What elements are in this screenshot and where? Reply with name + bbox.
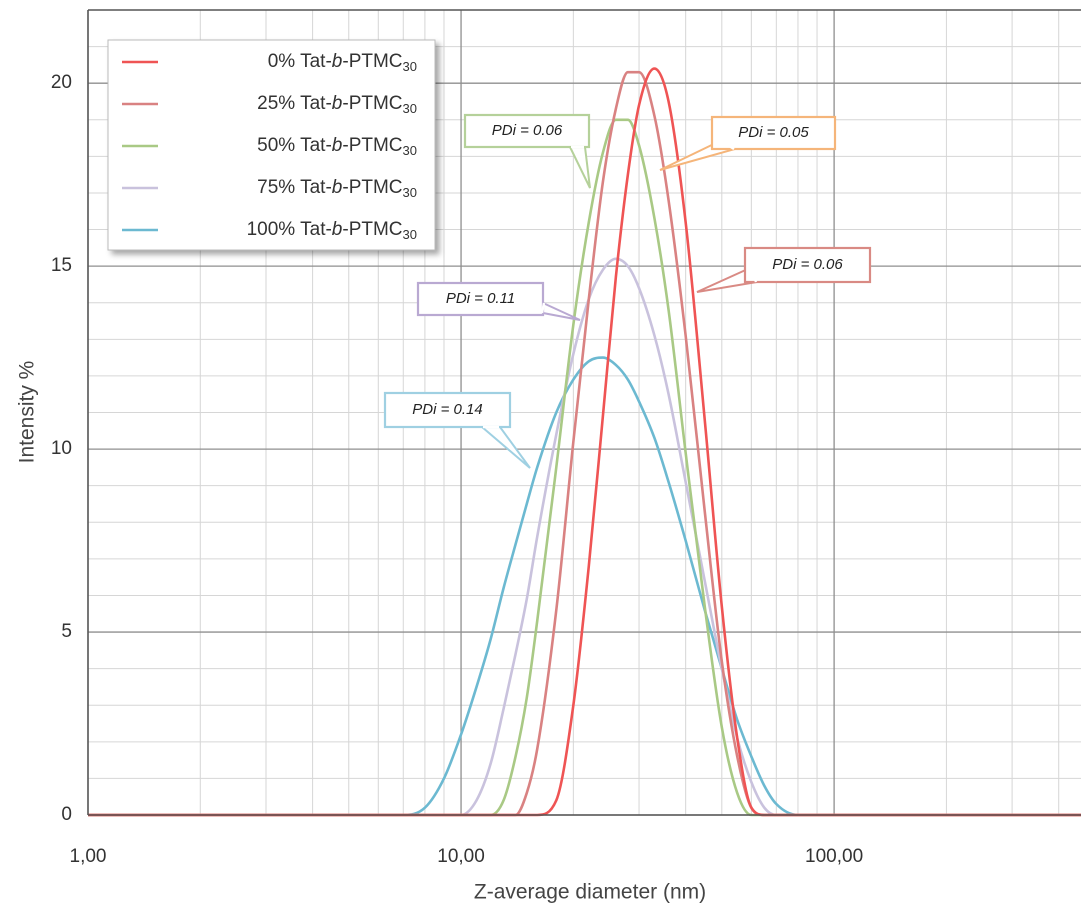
annotation-seam [540,302,546,314]
annotations: PDi = 0.06 PDi = 0.05 PDi = 0.06 PDi = 0.11… [383,113,872,469]
annotation-text: PDi = 0.05 [738,124,809,141]
axes: 0 5 10 15 20 1,00 10,00 100,00 [51,9,1081,867]
annotation-box [743,246,872,284]
annotation-text: PDi = 0.11 [446,290,515,307]
x-tick-label: 10,00 [437,846,485,867]
legend-label: 75% Tat-b-PTMC30 [257,177,417,200]
y-tick-label: 10 [51,438,72,459]
annotation-seam [720,139,735,151]
y-axis-title: Intensity % [16,361,39,464]
annotation-box [383,391,512,429]
x-tick-label: 100,00 [805,846,863,867]
annotation-seam [749,267,758,283]
y-tick-label: 15 [51,255,72,276]
annotation-text: PDi = 0.14 [412,401,482,418]
legend-label: 0% Tat-b-PTMC30 [268,51,417,74]
annotation-text: PDi = 0.06 [492,122,563,139]
legend-box [107,39,436,251]
x-tick-label: 1,00 [70,846,107,867]
x-axis-title: Z-average diameter (nm) [474,881,706,904]
annotation-box [463,113,591,149]
annotation-text: PDi = 0.06 [772,256,843,273]
annotation-box [710,115,837,151]
legend-label: 25% Tat-b-PTMC30 [257,93,417,116]
legend: 0% Tat-b-PTMC30 25% Tat-b-PTMC30 50% Tat-b… [107,39,436,251]
y-tick-label: 0 [61,804,72,825]
legend-label: 100% Tat-b-PTMC30 [247,219,417,242]
annotation-box [416,281,545,317]
legend-label: 50% Tat-b-PTMC30 [257,135,417,158]
y-tick-label: 20 [51,72,72,93]
y-tick-label: 5 [61,621,72,642]
series-line [88,257,1081,817]
